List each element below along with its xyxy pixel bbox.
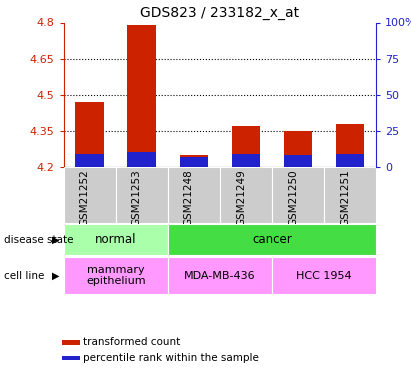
Bar bbox=[76, 102, 104, 154]
Text: cancer: cancer bbox=[252, 233, 292, 246]
Bar bbox=[64, 167, 116, 223]
Bar bbox=[168, 224, 376, 255]
Text: transformed count: transformed count bbox=[83, 337, 180, 347]
Bar bbox=[116, 167, 168, 223]
Bar bbox=[62, 340, 79, 345]
Text: GSM21250: GSM21250 bbox=[288, 170, 298, 226]
Text: GSM21249: GSM21249 bbox=[236, 170, 246, 226]
Bar bbox=[180, 155, 208, 157]
Text: ▶: ▶ bbox=[52, 271, 60, 280]
Bar bbox=[127, 153, 156, 167]
Bar bbox=[232, 126, 260, 154]
Text: GSM21248: GSM21248 bbox=[184, 170, 194, 226]
Text: ▶: ▶ bbox=[52, 235, 60, 244]
Bar bbox=[180, 157, 208, 167]
Bar bbox=[272, 167, 324, 223]
Bar bbox=[336, 124, 364, 154]
Text: normal: normal bbox=[95, 233, 136, 246]
Bar bbox=[76, 154, 104, 167]
Bar bbox=[64, 224, 168, 255]
Bar bbox=[232, 154, 260, 167]
Bar bbox=[220, 167, 272, 223]
Bar bbox=[62, 356, 79, 360]
Text: HCC 1954: HCC 1954 bbox=[296, 271, 352, 280]
Text: GSM21252: GSM21252 bbox=[80, 170, 90, 226]
Bar bbox=[272, 257, 376, 294]
Text: MDA-MB-436: MDA-MB-436 bbox=[184, 271, 256, 280]
Text: GSM21251: GSM21251 bbox=[340, 170, 350, 226]
Bar bbox=[64, 257, 168, 294]
Bar bbox=[168, 167, 220, 223]
Bar bbox=[168, 257, 272, 294]
Bar bbox=[336, 154, 364, 167]
Text: percentile rank within the sample: percentile rank within the sample bbox=[83, 353, 259, 363]
Title: GDS823 / 233182_x_at: GDS823 / 233182_x_at bbox=[140, 6, 300, 20]
Text: disease state: disease state bbox=[4, 235, 74, 244]
Bar bbox=[127, 25, 156, 153]
Bar bbox=[324, 167, 376, 223]
Text: GSM21253: GSM21253 bbox=[132, 170, 142, 226]
Bar bbox=[284, 131, 312, 155]
Text: mammary
epithelium: mammary epithelium bbox=[86, 265, 145, 286]
Bar bbox=[284, 155, 312, 167]
Text: cell line: cell line bbox=[4, 271, 44, 280]
